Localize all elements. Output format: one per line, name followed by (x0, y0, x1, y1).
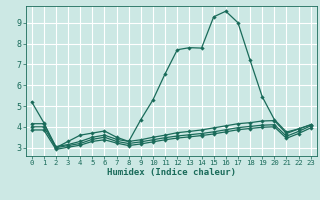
X-axis label: Humidex (Indice chaleur): Humidex (Indice chaleur) (107, 168, 236, 177)
